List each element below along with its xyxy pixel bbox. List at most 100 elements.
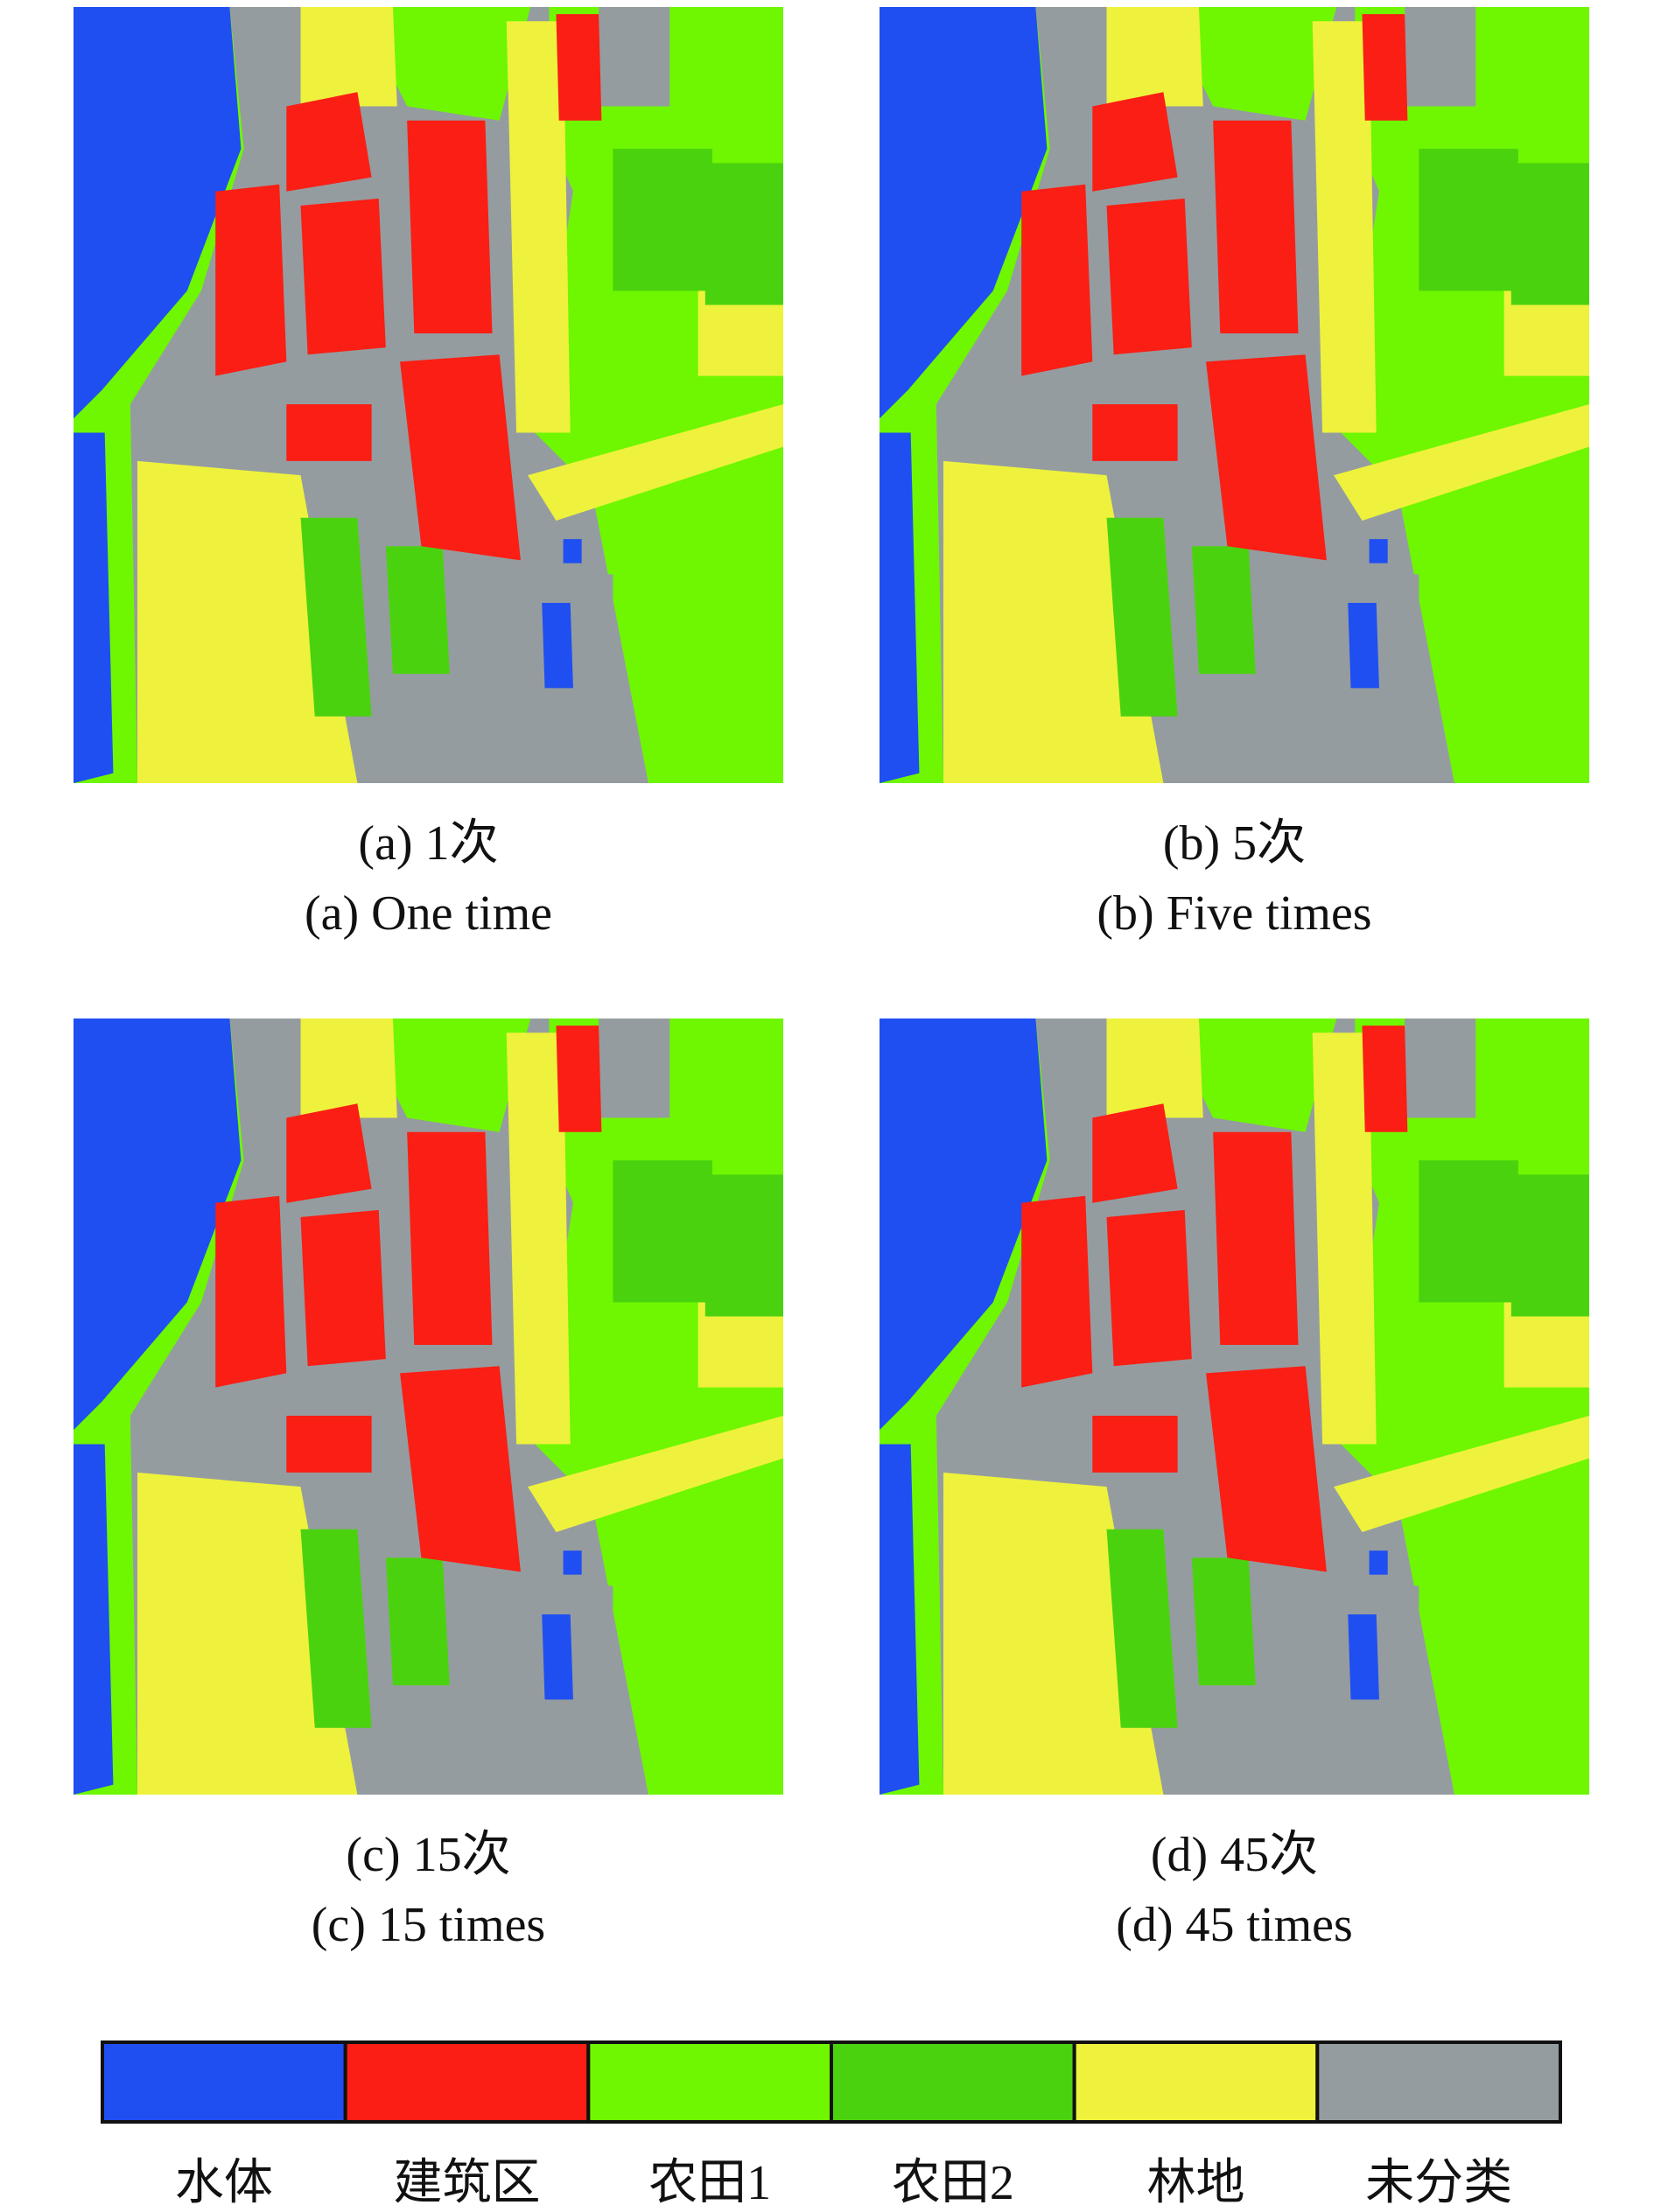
map-region — [1092, 1416, 1178, 1473]
map-region — [880, 1444, 920, 1795]
caption-cn: (b) 5次 — [1163, 816, 1306, 871]
map-region — [300, 198, 386, 355]
map-region — [385, 546, 450, 675]
legend-swatch — [830, 2040, 1076, 2124]
map-region — [1369, 539, 1388, 564]
caption-en: (a) One time — [305, 886, 552, 941]
map-region — [1106, 1018, 1203, 1118]
map-panel — [74, 1018, 783, 1795]
map-region — [556, 14, 602, 121]
map-region — [1092, 1103, 1178, 1203]
map-region — [1213, 120, 1299, 333]
map-region — [74, 1018, 242, 1431]
map-region — [1419, 1160, 1518, 1303]
map-region — [1092, 404, 1178, 461]
map-region — [1362, 14, 1408, 121]
map-region — [704, 163, 783, 305]
map-region — [1334, 404, 1589, 522]
map-region — [1503, 1302, 1589, 1388]
map-region — [1106, 198, 1192, 355]
map-panel — [880, 7, 1589, 783]
map-region — [1206, 354, 1327, 561]
caption-en: (c) 15 times — [312, 1898, 545, 1952]
map-region — [697, 290, 783, 376]
legend-label: 农田1 — [648, 2156, 771, 2210]
caption-en: (d) 45 times — [1116, 1898, 1353, 1952]
map-region — [74, 7, 242, 419]
map-region — [1312, 21, 1377, 433]
map-region — [300, 517, 372, 717]
legend-swatch — [343, 2040, 591, 2124]
map-region — [286, 92, 372, 192]
map-region — [74, 432, 114, 783]
map-region — [286, 404, 372, 461]
map-region — [599, 7, 670, 107]
legend-swatch — [586, 2040, 833, 2124]
map-region — [542, 603, 573, 689]
legend-label: 林地 — [1147, 2156, 1245, 2210]
map-region — [1369, 1550, 1388, 1575]
map-region — [880, 1018, 1048, 1431]
map-region — [1092, 92, 1178, 192]
map-region — [400, 354, 521, 561]
map-region — [1206, 1366, 1327, 1572]
map-region — [300, 1529, 372, 1728]
map-region — [1106, 1209, 1192, 1367]
map-region — [697, 1302, 783, 1388]
caption-cn: (a) 1次 — [358, 816, 498, 871]
map-panel — [74, 7, 783, 783]
map-region — [1106, 1529, 1178, 1728]
map-region — [1510, 1174, 1589, 1317]
map-region — [400, 1366, 521, 1572]
caption-cn: (c) 15次 — [346, 1828, 510, 1882]
map-region — [1106, 7, 1203, 107]
map-region — [1503, 290, 1589, 376]
legend-swatch — [1315, 2040, 1563, 2124]
map-region — [215, 1195, 287, 1388]
map-region — [215, 184, 287, 376]
legend-label: 建筑区 — [394, 2156, 541, 2210]
map-region — [1510, 163, 1589, 305]
map-region — [556, 1026, 602, 1132]
map-region — [1362, 1026, 1408, 1132]
map-region — [563, 539, 582, 564]
map-region — [1191, 1558, 1256, 1686]
map-region — [1106, 517, 1178, 717]
map-region — [407, 1131, 493, 1345]
map-region — [1021, 184, 1093, 376]
legend-swatch — [101, 2040, 347, 2124]
legend-label: 未分类 — [1365, 2156, 1512, 2210]
legend-label: 农田2 — [892, 2156, 1014, 2210]
map-region — [1213, 1131, 1299, 1345]
map-region — [1348, 1614, 1379, 1700]
map-region — [563, 1550, 582, 1575]
map-region — [300, 1018, 397, 1118]
map-region — [300, 1209, 386, 1367]
map-region — [407, 120, 493, 333]
map-panel — [880, 1018, 1589, 1795]
map-region — [1419, 149, 1518, 291]
legend-swatch — [1072, 2040, 1320, 2124]
map-region — [506, 1032, 571, 1445]
map-region — [599, 1018, 670, 1118]
map-region — [1312, 1032, 1377, 1445]
map-region — [1021, 1195, 1093, 1388]
map-region — [1191, 546, 1256, 675]
map-region — [704, 1174, 783, 1317]
map-region — [385, 1558, 450, 1686]
caption-en: (b) Five times — [1097, 886, 1371, 941]
map-region — [528, 404, 783, 522]
map-region — [880, 432, 920, 783]
caption-cn: (d) 45次 — [1151, 1828, 1318, 1882]
map-region — [300, 7, 397, 107]
legend-label: 水体 — [175, 2156, 273, 2210]
map-region — [1405, 7, 1476, 107]
map-region — [286, 1416, 372, 1473]
map-region — [1405, 1018, 1476, 1118]
map-region — [286, 1103, 372, 1203]
map-region — [74, 1444, 114, 1795]
map-region — [880, 7, 1048, 419]
map-region — [528, 1416, 783, 1533]
map-region — [1348, 603, 1379, 689]
